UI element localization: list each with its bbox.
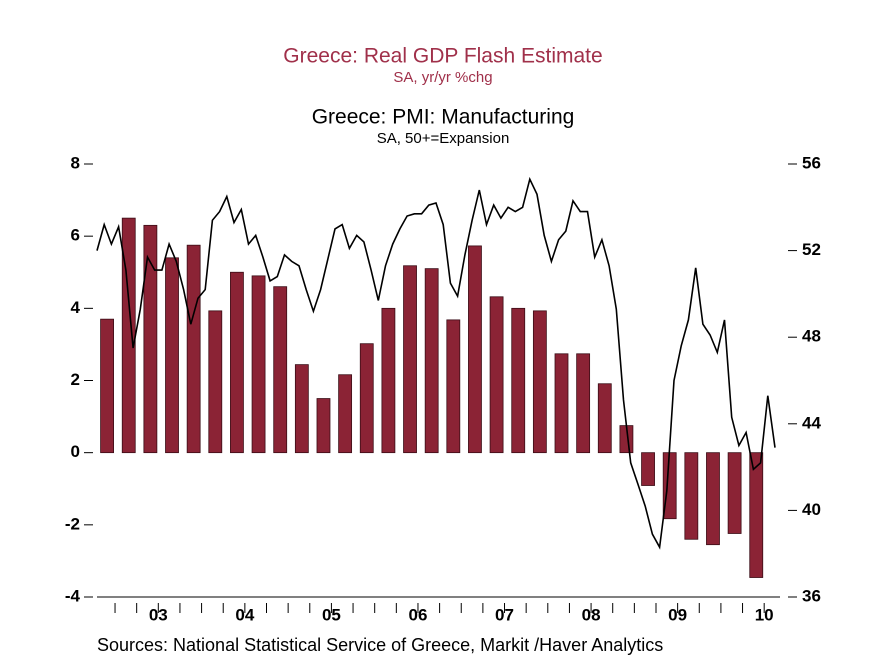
bar <box>403 265 417 454</box>
bar <box>532 310 547 454</box>
y-tick-label: 6 <box>71 226 80 245</box>
bar <box>597 383 612 454</box>
bar <box>121 217 136 454</box>
x-tick-label: 04 <box>235 605 254 624</box>
bar <box>100 318 114 454</box>
x-tick-label: 07 <box>495 605 514 624</box>
bar <box>359 343 374 454</box>
y2-tick-label: 48 <box>802 327 821 346</box>
bar <box>446 319 461 454</box>
y-tick-label: 8 <box>71 153 80 172</box>
bar <box>468 245 482 454</box>
bar <box>230 271 244 454</box>
x-tick-label: 05 <box>322 605 341 624</box>
bar <box>273 286 288 454</box>
y2-tick-label: 52 <box>802 240 821 259</box>
bar <box>338 374 353 454</box>
y2-tick-label: 56 <box>802 153 821 172</box>
x-tick-label: 09 <box>668 605 687 624</box>
y2-tick-label: 44 <box>802 413 821 432</box>
bar <box>641 452 655 486</box>
pmi-title: Greece: PMI: Manufacturing <box>312 106 575 129</box>
bar <box>381 307 396 454</box>
y2-tick-label: 36 <box>802 586 821 605</box>
bar <box>186 244 201 454</box>
bar <box>511 307 526 454</box>
bar <box>424 268 439 454</box>
pmi-line <box>96 176 776 550</box>
bar <box>489 296 504 454</box>
y-tick-label: 0 <box>71 442 80 461</box>
bar <box>208 310 223 454</box>
bar <box>316 398 331 454</box>
gdp-title: Greece: Real GDP Flash Estimate <box>283 45 602 68</box>
bar <box>165 257 179 454</box>
bar <box>143 224 158 454</box>
x-tick-label: 03 <box>149 605 168 624</box>
y-tick-label: -2 <box>65 514 80 533</box>
y-tick-label: 4 <box>71 298 81 317</box>
bar <box>251 275 266 454</box>
gdp-subtitle: SA, yr/yr %chg <box>393 69 492 86</box>
y2-tick-label: 40 <box>802 500 821 519</box>
x-tick-label: 06 <box>409 605 428 624</box>
bar <box>706 452 720 546</box>
x-tick-label: 08 <box>582 605 601 624</box>
bar <box>554 353 569 454</box>
source: Sources: National Statistical Service of… <box>97 635 663 655</box>
y-tick-label: -4 <box>65 586 81 605</box>
x-tick-label: 10 <box>755 605 774 624</box>
bar <box>749 452 764 578</box>
bar <box>727 452 742 534</box>
bar <box>294 364 309 454</box>
y-tick-label: 2 <box>71 370 80 389</box>
bar <box>684 452 699 540</box>
pmi-subtitle: SA, 50+=Expansion <box>377 130 510 147</box>
bar <box>576 353 591 454</box>
